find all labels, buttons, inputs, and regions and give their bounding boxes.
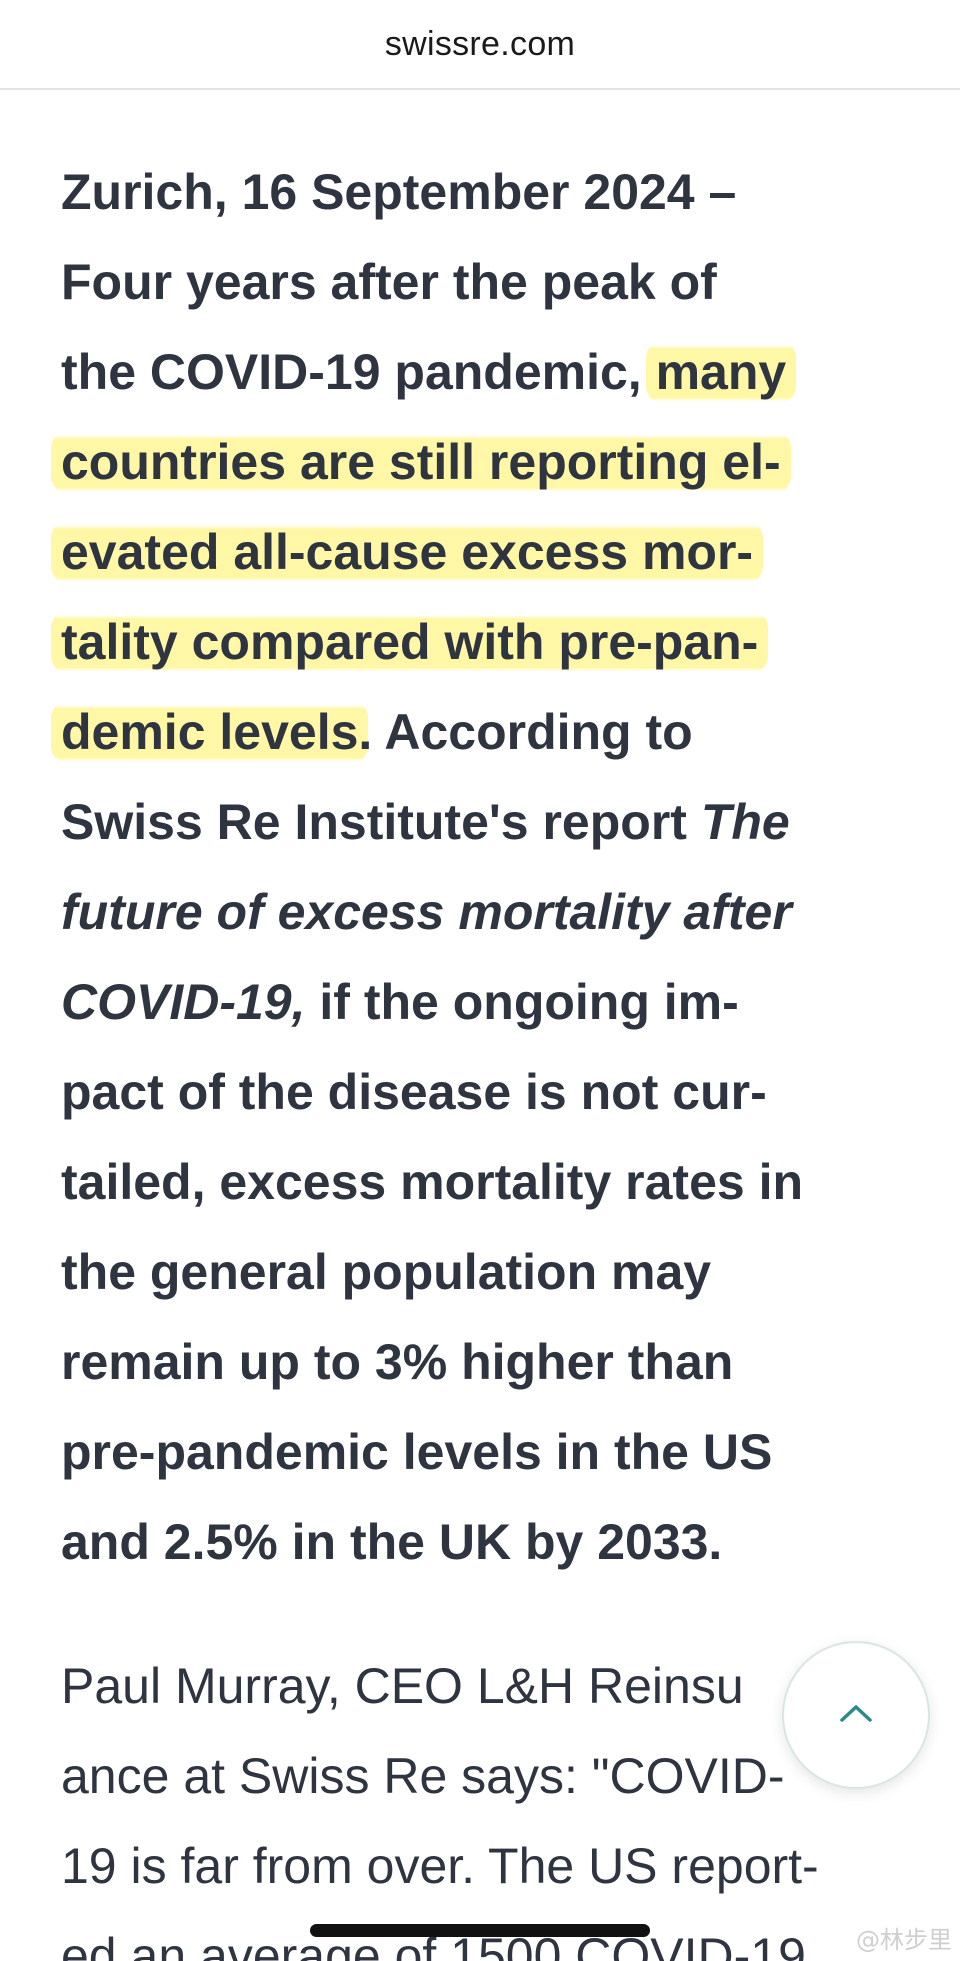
lead-line: Four years after the peak of [61, 237, 921, 327]
chevron-up-icon [838, 1702, 874, 1729]
lead-line: evated all-cause excess mor- [51, 507, 921, 597]
home-indicator[interactable] [310, 1924, 650, 1937]
lead-line: demic levels. According to [51, 687, 921, 777]
highlighted-text: tality compared with pre-pan- [51, 610, 769, 674]
quote-paragraph: Paul Murray, CEO L&H Reinsu ance at Swis… [61, 1641, 921, 1961]
highlighted-text: demic levels [51, 700, 369, 764]
lead-line: pact of the disease is not cur- [61, 1047, 921, 1137]
highlighted-text: countries are still reporting el- [51, 430, 791, 494]
lead-text: Zurich, 16 September 2024 – [61, 164, 737, 220]
watermark: @林步里 [856, 1926, 952, 1954]
report-title: The [700, 794, 790, 850]
lead-line: the general population may [61, 1227, 921, 1317]
quote-line: ance at Swiss Re says: "COVID- [61, 1748, 785, 1804]
lead-text: if the ongoing im- [305, 974, 739, 1030]
url-text: swissre.com [384, 24, 576, 63]
lead-line: the COVID-19 pandemic, many [61, 327, 921, 417]
lead-text: the COVID-19 pandemic, [61, 344, 656, 400]
highlighted-text: many [645, 340, 797, 404]
lead-line: and 2.5% in the UK by 2033. [61, 1497, 921, 1587]
lead-line: Swiss Re Institute's report The [61, 777, 921, 867]
lead-line: tality compared with pre-pan- [51, 597, 921, 687]
lead-line: future of excess mortality after [61, 867, 921, 957]
highlighted-text: evated all-cause excess mor- [51, 520, 764, 584]
lead-line: tailed, excess mortality rates in [61, 1137, 921, 1227]
lead-text: . According to [358, 704, 693, 760]
article-body: Zurich, 16 September 2024 – Four years a… [51, 147, 921, 1961]
lead-line: Zurich, 16 September 2024 – [61, 147, 921, 237]
report-title: future of excess mortality after [61, 884, 792, 940]
lead-text: tailed, excess mortality rates in [61, 1154, 804, 1210]
lead-text: the general population may [61, 1244, 712, 1300]
lead-line: countries are still reporting el- [51, 417, 921, 507]
scroll-to-top-button[interactable] [782, 1641, 930, 1789]
lead-text: and 2.5% in the UK by 2033. [61, 1514, 723, 1570]
address-bar[interactable]: swissre.com [0, 0, 960, 90]
lead-text: pre-pandemic levels in the US [61, 1424, 773, 1480]
lead-text: Four years after the peak of [61, 254, 717, 310]
lead-text: pact of the disease is not cur- [61, 1064, 767, 1120]
quote-line: Paul Murray, CEO L&H Reinsu [61, 1658, 744, 1714]
lead-line: COVID-19, if the ongoing im- [61, 957, 921, 1047]
quote-line: 19 is far from over. The US report- [61, 1838, 819, 1894]
lead-text: remain up to 3% higher than [61, 1334, 734, 1390]
report-title: COVID-19, [61, 974, 306, 1030]
lead-line: pre-pandemic levels in the US [61, 1407, 921, 1497]
lead-text: Swiss Re Institute's report [61, 794, 701, 850]
lead-line: remain up to 3% higher than [61, 1317, 921, 1407]
lead-paragraph: Zurich, 16 September 2024 – Four years a… [51, 147, 921, 1587]
